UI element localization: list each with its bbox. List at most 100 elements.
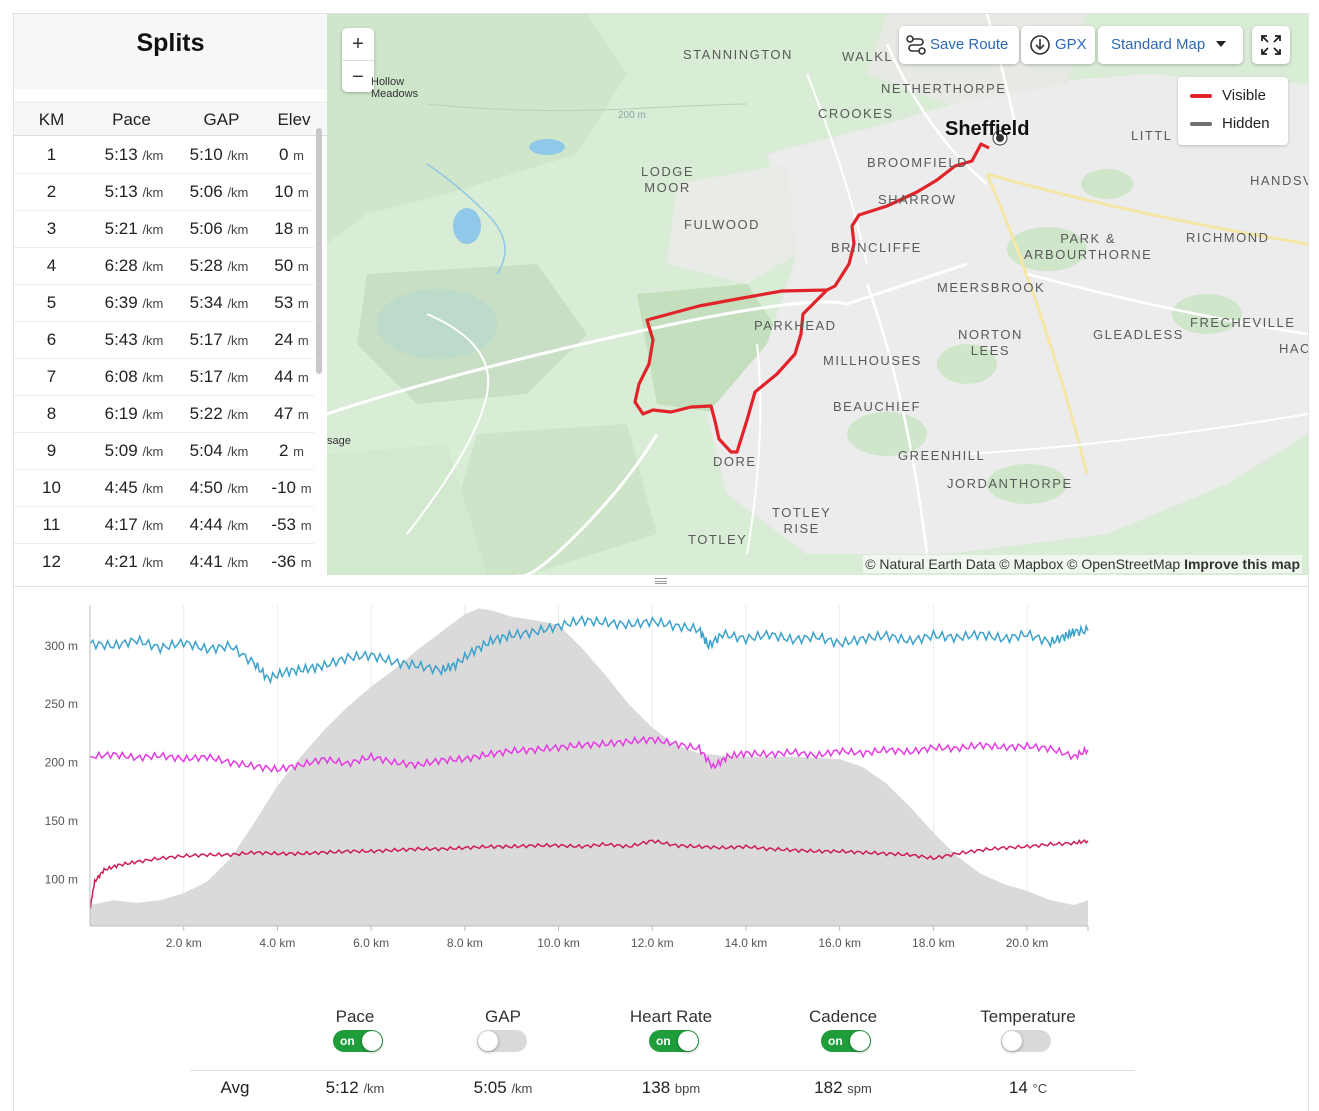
split-gap-value: 5:28 xyxy=(189,256,223,275)
split-elev: -10 m xyxy=(259,470,314,507)
city-label: Sheffield xyxy=(945,118,1030,140)
split-pace: 6:28 /km xyxy=(89,248,179,285)
place-hac: HAC xyxy=(1279,341,1308,356)
col-elev: Elev xyxy=(277,110,311,129)
split-elev: -36 m xyxy=(259,544,314,575)
split-row[interactable]: 3 5:21 /km 5:06 /km 18 m xyxy=(14,211,314,248)
split-unit: /km xyxy=(142,185,164,200)
legend-visible-swatch xyxy=(1190,94,1212,99)
avg-heart-rate: 138 bpm xyxy=(591,1078,751,1098)
split-gap: 5:06 /km xyxy=(174,174,264,211)
split-pace-value: 5:13 xyxy=(104,145,138,164)
split-gap-value: 5:22 xyxy=(189,404,223,423)
split-row[interactable]: 4 6:28 /km 5:28 /km 50 m xyxy=(14,248,314,285)
split-gap-value: 5:06 xyxy=(189,182,223,201)
col-pace: Pace xyxy=(112,110,151,129)
split-gap: 5:06 /km xyxy=(174,211,264,248)
split-elev: -53 m xyxy=(259,507,314,544)
contour-label: 200 m xyxy=(618,110,646,121)
split-elev: 0 m xyxy=(259,137,314,174)
place-frecheville: FRECHEVILLE xyxy=(1190,315,1296,330)
split-unit: /km xyxy=(227,148,249,163)
splits-panel: Splits KM Pace GAP Elev 1 5:13 /km 5:10 /k… xyxy=(14,14,327,575)
split-pace-value: 5:43 xyxy=(104,330,138,349)
avg-temp-unit: °C xyxy=(1032,1081,1048,1096)
split-elev-value: 44 xyxy=(274,367,294,386)
place-walkley: WALKL xyxy=(842,49,894,64)
improve-map-link[interactable]: Improve this map xyxy=(1184,556,1300,572)
place-brincliffe: BRINCLIFFE xyxy=(831,240,922,255)
split-unit: /km xyxy=(227,444,249,459)
split-row[interactable]: 5 6:39 /km 5:34 /km 53 m xyxy=(14,285,314,322)
place-norton-lees-2: LEES xyxy=(970,343,1011,358)
place-richmond: RICHMOND xyxy=(1186,230,1270,245)
route-icon xyxy=(906,35,926,55)
place-handsworth: HANDSV xyxy=(1250,173,1308,188)
split-row[interactable]: 2 5:13 /km 5:06 /km 10 m xyxy=(14,174,314,211)
cadence-line xyxy=(89,735,1089,773)
split-pace-value: 5:13 xyxy=(104,182,138,201)
map-style-select[interactable]: Standard Map xyxy=(1098,26,1243,64)
split-unit: /km xyxy=(227,407,249,422)
place-lodge-moor: LODGE xyxy=(641,164,695,179)
split-unit: /km xyxy=(142,370,164,385)
activity-chart[interactable]: 100 m 150 m 200 m 250 m 300 m 2.0 km 4.0 km 6.0… xyxy=(14,590,1308,970)
cadence-toggle-text: on xyxy=(828,1034,843,1048)
split-row[interactable]: 10 4:45 /km 4:50 /km -10 m xyxy=(14,470,314,507)
col-gap: GAP xyxy=(203,110,240,129)
map-terrain xyxy=(327,14,1308,575)
map-style-label: Standard Map xyxy=(1111,36,1206,53)
splits-scrollbar[interactable] xyxy=(314,126,324,576)
gap-toggle[interactable] xyxy=(477,1030,527,1052)
split-gap: 4:41 /km xyxy=(174,544,264,575)
avg-cadence-value: 182 xyxy=(814,1078,843,1097)
split-km: 10 xyxy=(24,470,79,506)
split-elev-value: -53 xyxy=(271,515,296,534)
panel-resize-handle[interactable] xyxy=(14,575,1308,587)
split-gap: 4:50 /km xyxy=(174,470,264,507)
place-dore: DORE xyxy=(713,454,757,469)
zoom-out-button[interactable]: − xyxy=(342,60,374,92)
split-km-value: 7 xyxy=(46,367,57,386)
legend-visible[interactable]: Visible xyxy=(1190,87,1266,104)
temperature-toggle[interactable] xyxy=(1001,1030,1051,1052)
splits-table-body[interactable]: 1 5:13 /km 5:10 /km 0 m 2 5:13 /km 5:06 /km 10 … xyxy=(14,137,314,575)
split-row[interactable]: 9 5:09 /km 5:04 /km 2 m xyxy=(14,433,314,470)
save-route-button[interactable]: Save Route xyxy=(899,26,1019,64)
gpx-button[interactable]: GPX xyxy=(1021,26,1095,64)
place-lodge-moor-2: MOOR xyxy=(644,180,691,195)
split-gap-value: 5:06 xyxy=(189,219,223,238)
zoom-in-button[interactable]: + xyxy=(352,33,364,55)
split-unit: m xyxy=(300,481,312,496)
legend-hidden[interactable]: Hidden xyxy=(1190,115,1270,132)
col-km: KM xyxy=(38,110,65,129)
split-row[interactable]: 12 4:21 /km 4:41 /km -36 m xyxy=(14,544,314,575)
split-row[interactable]: 8 6:19 /km 5:22 /km 47 m xyxy=(14,396,314,433)
split-elev: 18 m xyxy=(259,211,314,248)
split-unit: /km xyxy=(142,222,164,237)
splits-scroll-thumb[interactable] xyxy=(316,128,322,374)
split-unit: /km xyxy=(227,518,249,533)
split-row[interactable]: 7 6:08 /km 5:17 /km 44 m xyxy=(14,359,314,396)
toggle-label-pace: Pace xyxy=(335,1007,375,1026)
avg-pace: 5:12 /km xyxy=(275,1078,435,1098)
split-row[interactable]: 11 4:17 /km 4:44 /km -53 m xyxy=(14,507,314,544)
fullscreen-button[interactable] xyxy=(1252,26,1290,64)
split-row[interactable]: 1 5:13 /km 5:10 /km 0 m xyxy=(14,137,314,174)
split-unit: /km xyxy=(142,444,164,459)
place-millhouses: MILLHOUSES xyxy=(823,353,922,368)
route-map[interactable]: + − Hollow Meadows 200 m STANNINGTON WAL… xyxy=(327,14,1308,575)
split-gap-value: 5:34 xyxy=(189,293,223,312)
split-unit: /km xyxy=(227,555,249,570)
heart-rate-toggle[interactable]: on xyxy=(649,1030,699,1052)
cadence-toggle[interactable]: on xyxy=(821,1030,871,1052)
split-pace: 5:13 /km xyxy=(89,137,179,174)
split-km-value: 4 xyxy=(46,256,57,275)
split-km: 4 xyxy=(24,248,79,284)
split-km-value: 11 xyxy=(42,515,61,534)
gpx-label: GPX xyxy=(1055,36,1087,53)
heart_rate-line xyxy=(89,838,1089,909)
pace-toggle[interactable]: on xyxy=(333,1030,383,1052)
place-gleadless: GLEADLESS xyxy=(1093,327,1184,342)
split-row[interactable]: 6 5:43 /km 5:17 /km 24 m xyxy=(14,322,314,359)
